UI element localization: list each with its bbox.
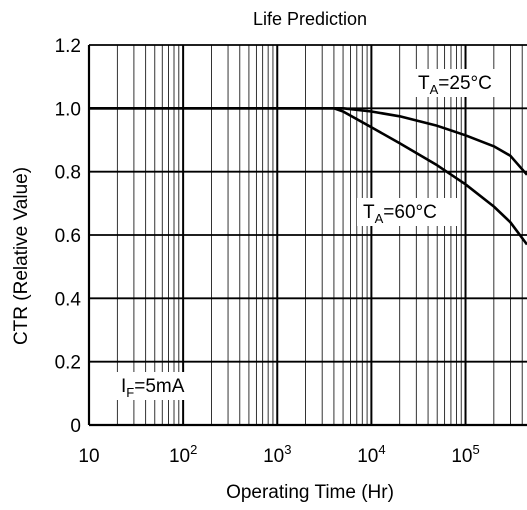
x-tick-label: 104 [357, 442, 385, 467]
annotation-ta-25c-bg [412, 69, 510, 97]
x-tick-label: 103 [263, 442, 291, 467]
annotations: TA=25°C TA=60°C IF=5mA [115, 69, 510, 400]
chart-title: Life Prediction [253, 9, 367, 29]
annotation-ta-60c-bg [357, 198, 457, 226]
y-tick-label: 0.6 [55, 226, 81, 247]
x-tick-label: 102 [169, 442, 197, 467]
x-tick-label: 10 [78, 446, 99, 467]
series-line-ta-60c [89, 107, 527, 246]
annotation-ta-25c: TA=25°C [418, 73, 492, 97]
y-axis-label: CTR (Relative Value) [11, 167, 32, 345]
y-tick-label: 0.4 [55, 289, 82, 310]
x-axis-label: Operating Time (Hr) [226, 482, 394, 503]
grid [87, 44, 527, 427]
series-lines [89, 107, 527, 246]
annotation-ta-60c: TA=60°C [363, 202, 437, 226]
y-tick-label: 0.2 [55, 353, 81, 374]
y-tick-label: 0.8 [55, 163, 81, 184]
y-tick-label: 1.2 [55, 36, 81, 57]
annotation-if-5ma-bg [115, 372, 209, 400]
annotation-if-5ma: IF=5mA [121, 376, 185, 400]
x-tick-label: 105 [451, 442, 479, 467]
y-tick-label: 1.0 [55, 99, 81, 120]
y-tick-label: 0 [70, 416, 81, 437]
